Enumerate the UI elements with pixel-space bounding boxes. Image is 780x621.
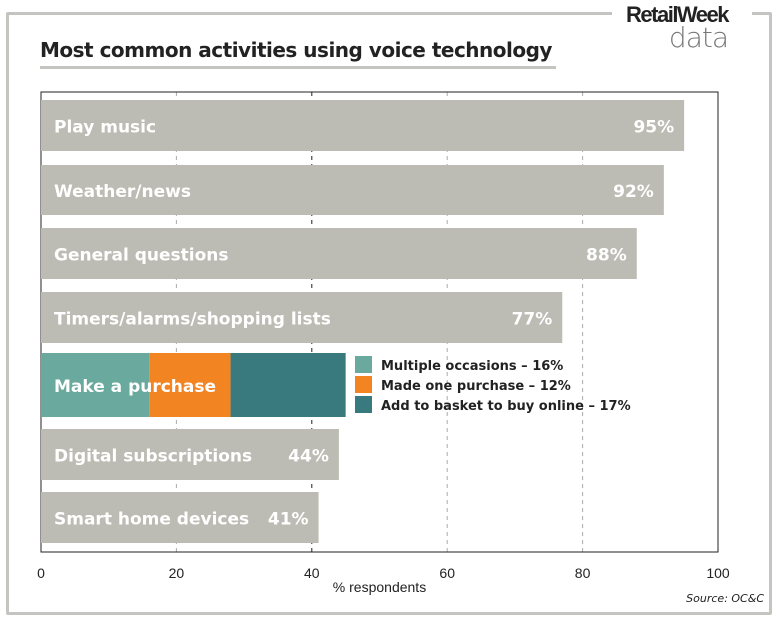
category-label: Weather/news <box>54 182 191 202</box>
x-tick-label: 80 <box>575 565 591 581</box>
chart-frame <box>6 12 772 615</box>
value-label: 41% <box>268 510 309 530</box>
category-label: General questions <box>54 246 229 266</box>
legend-label: Add to basket to buy online – 17% <box>381 399 631 414</box>
legend-label: Made one purchase – 12% <box>381 379 571 394</box>
chart-title: Most common activities using voice techn… <box>40 38 552 62</box>
category-label: Play music <box>54 118 156 138</box>
x-tick-label: 60 <box>439 565 455 581</box>
stacked-bar-segment <box>149 353 231 417</box>
logo-brand: RetailWeek <box>626 2 729 27</box>
x-axis-title: % respondents <box>333 579 426 595</box>
category-label: Timers/alarms/shopping lists <box>54 310 331 330</box>
retailweek-logo: RetailWeek data <box>618 2 729 54</box>
stacked-bar-segment <box>41 353 150 417</box>
legend-swatch <box>355 356 372 373</box>
legend-label: Multiple occasions – 16% <box>381 359 563 374</box>
bar <box>41 292 563 343</box>
bar <box>41 100 685 151</box>
value-label: 92% <box>613 182 654 202</box>
x-tick-label: 40 <box>304 565 320 581</box>
bar <box>41 228 637 279</box>
value-label: 95% <box>633 118 674 138</box>
legend-swatch <box>355 376 372 393</box>
category-label: Digital subscriptions <box>54 447 252 467</box>
category-label: Smart home devices <box>54 510 249 530</box>
stacked-bar-segment <box>230 353 346 417</box>
value-label: 88% <box>586 246 627 266</box>
bar <box>41 492 319 543</box>
value-label: 44% <box>288 447 329 467</box>
x-tick-label: 100 <box>706 565 730 581</box>
bar <box>41 165 664 215</box>
x-tick-label: 20 <box>169 565 185 581</box>
value-label: 77% <box>512 310 553 330</box>
legend-swatch <box>355 396 372 413</box>
category-label: Make a purchase <box>54 377 216 397</box>
logo-sub: data <box>668 21 729 54</box>
bar <box>41 429 339 480</box>
source-note: Source: OC&C <box>686 592 764 605</box>
title-underline <box>40 66 556 69</box>
x-tick-label: 0 <box>37 565 45 581</box>
